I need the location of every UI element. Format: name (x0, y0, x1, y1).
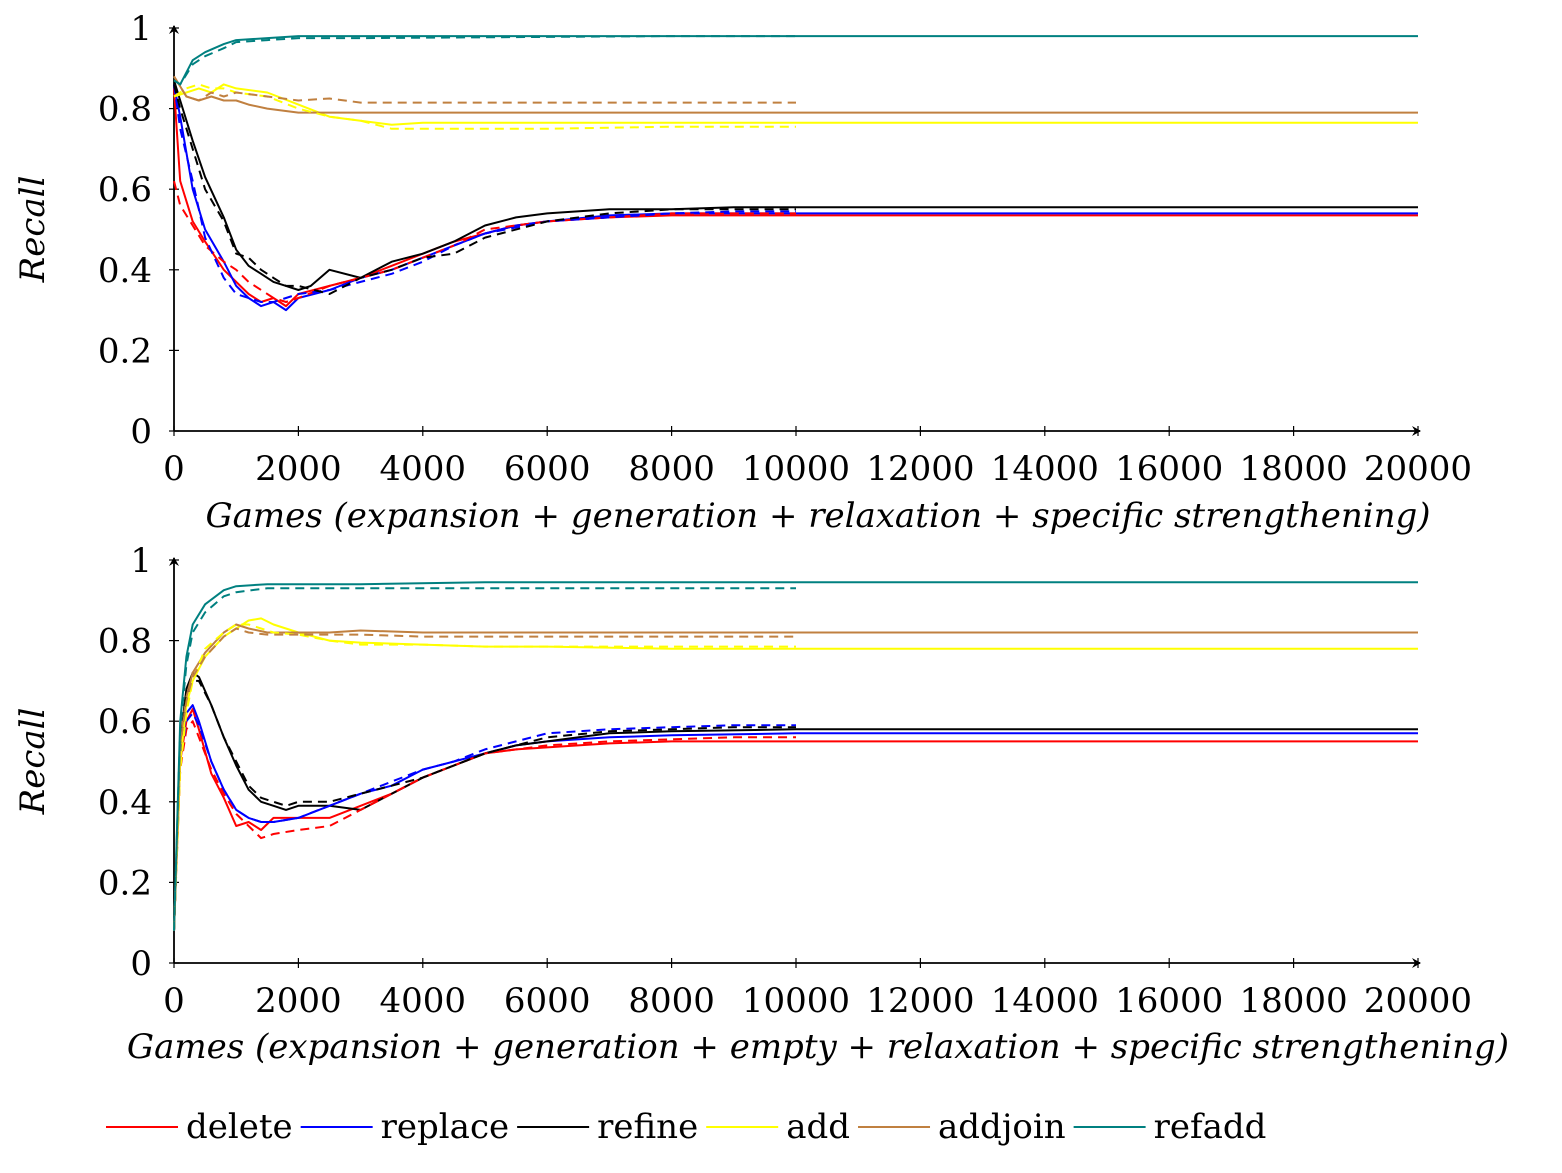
y-tick-label: 0.4 (98, 783, 152, 823)
series-line-delete-dashed (173, 180, 796, 303)
series-line-delete (173, 708, 1418, 931)
series-line-refine (173, 671, 1418, 931)
chart-bottom: 0 2000 4000 6000 8000 10000 12000 14000 16000 180… (13, 541, 1509, 1067)
chart-top: 0 2000 4000 6000 8000 10000 12000 14000 16000 180… (13, 9, 1472, 536)
series-line-add (173, 83, 1418, 126)
x-tick-label: 8000 (628, 981, 715, 1021)
x-tick-label: 2000 (255, 449, 342, 489)
series-line-add-dashed (173, 83, 796, 130)
series-line-refine-dashed (173, 679, 796, 931)
y-axis-title: Recall (13, 176, 53, 284)
x-tick-label: 16000 (1115, 981, 1223, 1021)
legend-label-delete: delete (186, 1107, 293, 1147)
x-tick-label: 14000 (991, 981, 1099, 1021)
x-tick-label: 10000 (742, 981, 850, 1021)
x-tick-label: 12000 (866, 981, 974, 1021)
x-tick-label: 0 (163, 981, 185, 1021)
y-tick-label: 0.4 (98, 251, 152, 291)
x-tick-label: 6000 (504, 981, 591, 1021)
x-tick-label: 20000 (1364, 981, 1472, 1021)
series-line-replace (173, 704, 1418, 931)
series-line-refadd (173, 581, 1418, 931)
series-line-addjoin-dashed (173, 627, 796, 931)
y-tick-label: 1 (130, 541, 152, 581)
series-line-replace-dashed (173, 712, 796, 931)
y-axis-title: Recall (13, 708, 53, 816)
x-tick-label: 8000 (628, 449, 715, 489)
series-line-replace (173, 84, 1418, 312)
x-axis-title: Games (expansion + generation + empty + … (127, 1027, 1509, 1067)
series-line-replace-dashed (173, 84, 796, 303)
y-tick-label: 0.2 (98, 863, 152, 903)
x-tick-label: 12000 (866, 449, 974, 489)
y-tick-label: 0.8 (98, 622, 152, 662)
legend-label-addjoin: addjoin (938, 1107, 1066, 1147)
series-line-refadd-dashed (173, 587, 796, 931)
legend-label-replace: replace (381, 1107, 509, 1147)
x-tick-label: 16000 (1115, 449, 1223, 489)
x-tick-label: 10000 (742, 449, 850, 489)
y-tick-label: 0 (130, 412, 152, 452)
series-line-add-dashed (173, 623, 796, 931)
x-tick-label: 18000 (1240, 449, 1348, 489)
series-line-add (173, 617, 1418, 931)
y-tick-label: 1 (130, 9, 152, 49)
y-tick-label: 0.6 (98, 170, 152, 210)
legend-label-add: add (786, 1107, 850, 1147)
series-line-addjoin-dashed (173, 75, 796, 104)
legend-label-refine: refine (597, 1107, 698, 1147)
legend-label-refadd: refadd (1154, 1107, 1267, 1147)
legend: delete replace refine add addjoin refadd (106, 1107, 1266, 1147)
series-line-refadd (173, 35, 1418, 86)
x-tick-label: 2000 (255, 981, 342, 1021)
x-tick-label: 4000 (380, 981, 467, 1021)
x-tick-label: 20000 (1364, 449, 1472, 489)
series-line-addjoin (173, 75, 1418, 114)
x-tick-label: 6000 (504, 449, 591, 489)
x-tick-label: 18000 (1240, 981, 1348, 1021)
y-tick-label: 0.6 (98, 702, 152, 742)
x-tick-label: 0 (163, 449, 185, 489)
x-tick-label: 14000 (991, 449, 1099, 489)
y-tick-label: 0 (130, 944, 152, 984)
x-axis-title: Games (expansion + generation + relaxati… (205, 496, 1430, 536)
series-line-delete-dashed (173, 720, 796, 931)
x-tick-label: 4000 (380, 449, 467, 489)
series-line-addjoin (173, 623, 1418, 931)
y-tick-label: 0.8 (98, 90, 152, 130)
y-tick-label: 0.2 (98, 331, 152, 371)
series-line-refine-dashed (173, 84, 796, 295)
series-line-refadd-dashed (173, 35, 796, 86)
